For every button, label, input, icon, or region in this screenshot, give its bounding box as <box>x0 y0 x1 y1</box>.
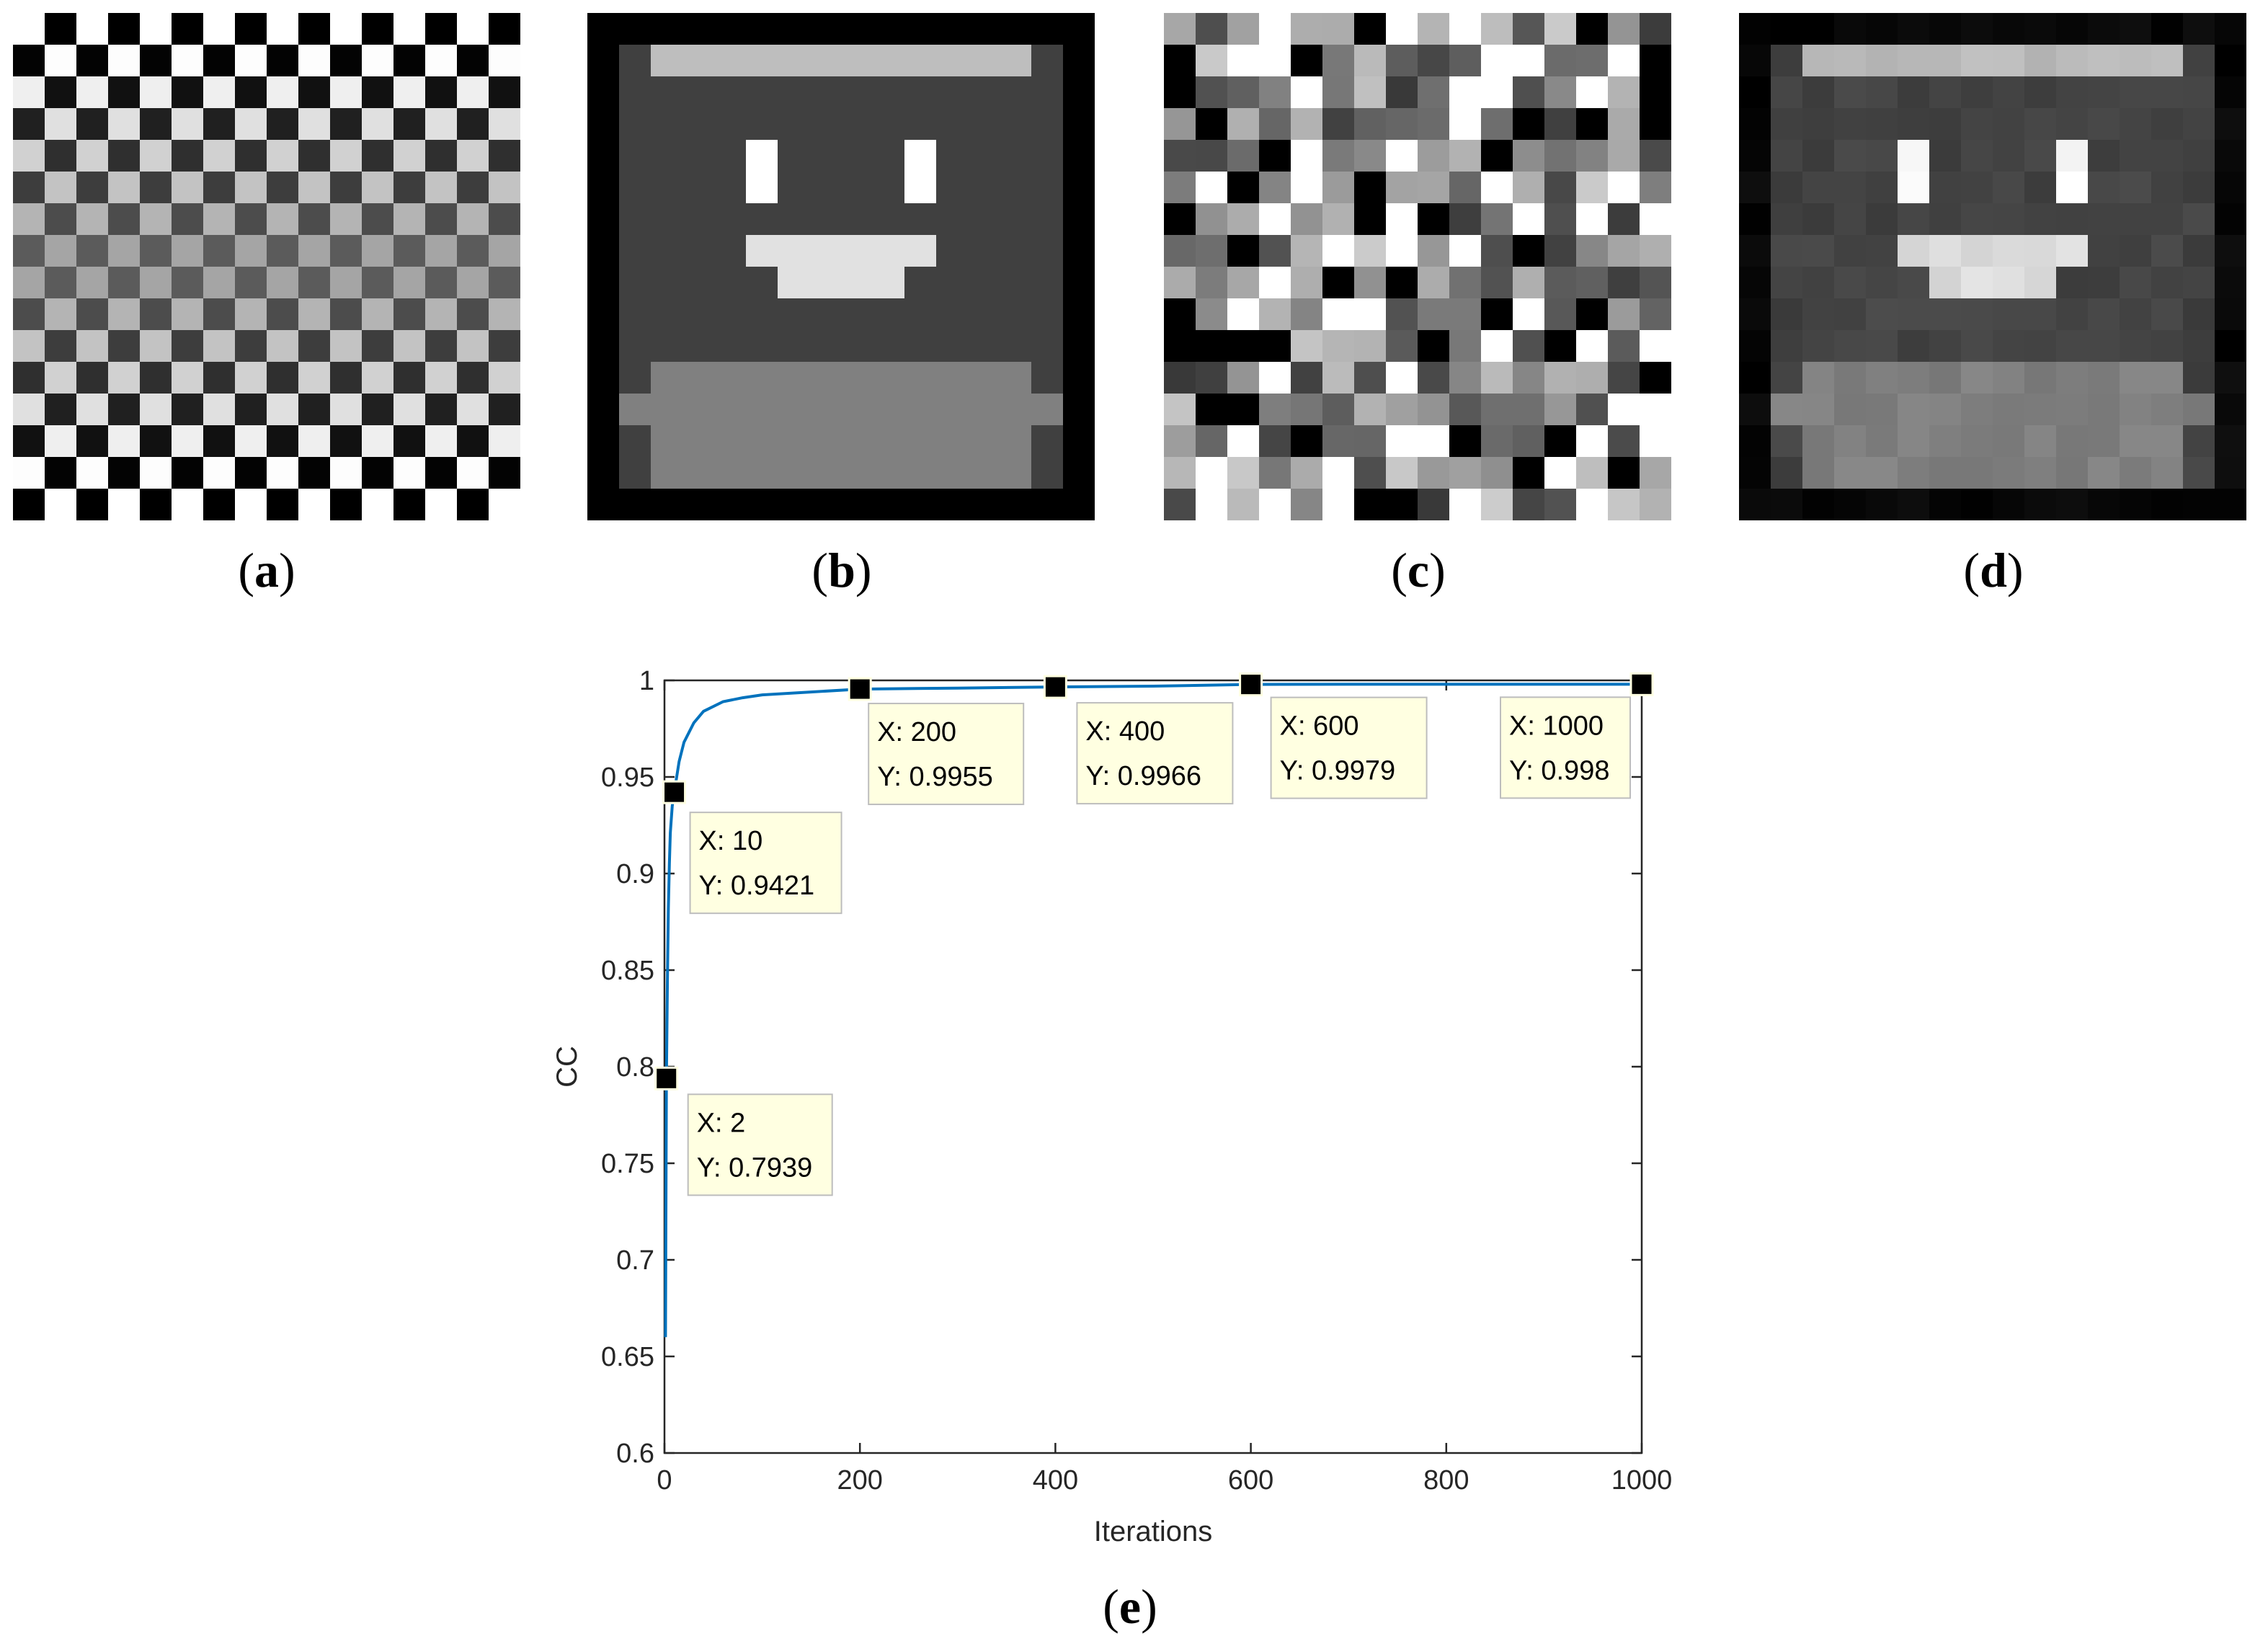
caption-letter: d <box>1980 543 2007 597</box>
datatip-x-text: X: 1000 <box>1509 711 1604 741</box>
panel-a-image <box>13 13 521 521</box>
x-tick-label: 400 <box>1033 1465 1078 1496</box>
datatip-y-text: Y: 0.9421 <box>699 871 815 901</box>
y-tick-label: 0.85 <box>601 956 654 986</box>
panel-b-image <box>587 13 1095 521</box>
y-tick-label: 0.65 <box>601 1342 654 1372</box>
y-tick-label: 0.9 <box>616 859 654 889</box>
caption-paren: ) <box>855 543 872 597</box>
datatip-x-text: X: 400 <box>1085 716 1165 747</box>
datatip-x-text: X: 2 <box>697 1108 746 1138</box>
caption-letter: e <box>1119 1579 1142 1634</box>
caption-paren: ( <box>238 543 254 597</box>
datatip-y-text: Y: 0.9955 <box>877 762 993 792</box>
caption-paren: ) <box>1429 543 1446 597</box>
datatip-marker <box>654 1066 679 1090</box>
caption-paren: ( <box>811 543 829 597</box>
panel-a-caption: (a) <box>159 542 375 599</box>
panel-d-caption: (d) <box>1885 542 2102 599</box>
datatip-box <box>1500 696 1631 799</box>
chart-caption: (e) <box>1022 1578 1238 1635</box>
panel-c-caption: (c) <box>1310 542 1526 599</box>
x-tick-label: 1000 <box>1611 1465 1673 1496</box>
caption-letter: b <box>828 543 855 597</box>
y-tick-label: 0.95 <box>601 763 654 793</box>
y-tick-label: 1 <box>639 666 654 696</box>
datatip-marker <box>1629 672 1654 696</box>
caption-paren: ) <box>1141 1579 1157 1634</box>
caption-paren: ) <box>279 543 295 597</box>
panel-b-caption: (b) <box>734 542 950 599</box>
datatip-box <box>687 1093 833 1196</box>
y-tick-label: 0.75 <box>601 1149 654 1179</box>
plot-area-box <box>663 679 1643 1454</box>
datatip-box <box>868 703 1025 806</box>
datatip-marker <box>1239 672 1263 697</box>
y-tick-label: 0.6 <box>616 1439 654 1469</box>
caption-paren: ) <box>2006 543 2024 597</box>
y-tick-label: 0.8 <box>616 1052 654 1083</box>
datatip-box <box>1270 696 1428 799</box>
datatip-y-text: Y: 0.9979 <box>1280 756 1396 786</box>
x-axis-label: Iterations <box>1094 1516 1213 1547</box>
datatip-y-text: Y: 0.7939 <box>697 1152 813 1183</box>
datatip-x-text: X: 10 <box>699 826 763 856</box>
x-tick-label: 0 <box>657 1465 672 1496</box>
x-tick-label: 800 <box>1423 1465 1469 1496</box>
caption-letter: a <box>254 543 279 597</box>
y-tick-label: 0.7 <box>616 1245 654 1276</box>
datatip-x-text: X: 200 <box>877 717 956 747</box>
datatip-marker <box>662 780 687 804</box>
datatip-box <box>689 812 842 915</box>
datatip-x-text: X: 600 <box>1280 711 1359 742</box>
x-tick-label: 200 <box>837 1465 882 1496</box>
x-tick-label: 600 <box>1228 1465 1273 1496</box>
y-axis-label: CC <box>551 1046 583 1088</box>
caption-paren: ( <box>1963 543 1980 597</box>
datatip-marker <box>1043 675 1067 699</box>
caption-letter: c <box>1407 543 1430 597</box>
panel-d-image <box>1739 13 2247 521</box>
panel-c-image <box>1164 13 1672 521</box>
datatip-marker <box>848 677 872 701</box>
caption-paren: ( <box>1391 543 1408 597</box>
datatip-y-text: Y: 0.9966 <box>1085 761 1201 791</box>
datatip-y-text: Y: 0.998 <box>1509 755 1609 786</box>
caption-paren: ( <box>1103 1579 1119 1634</box>
datatip-box <box>1076 702 1234 805</box>
